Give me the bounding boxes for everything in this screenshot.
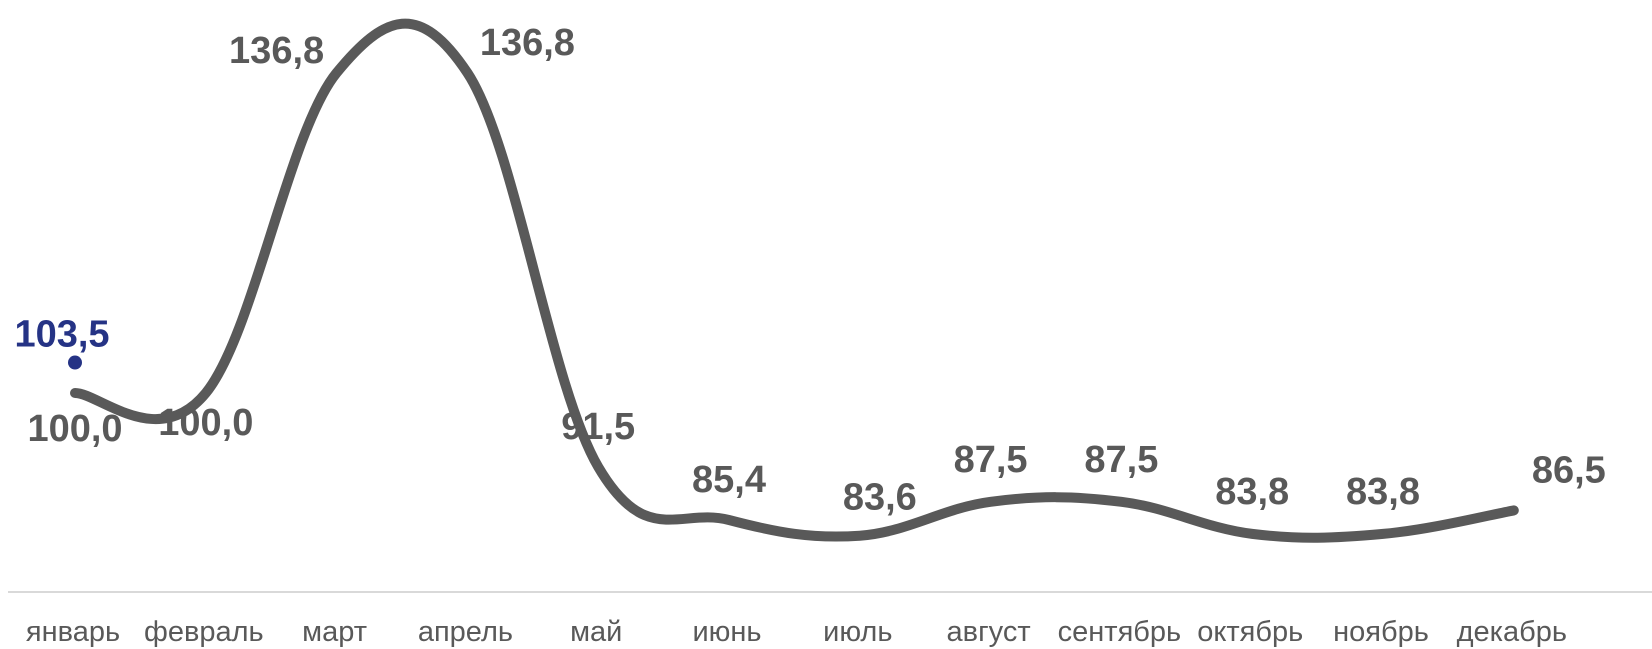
data-label: 100,0 (158, 402, 253, 444)
x-tick-label: август (947, 616, 1031, 648)
data-label: 136,8 (480, 22, 575, 64)
x-tick-label: июнь (692, 616, 761, 648)
series-line (70, 18, 1519, 543)
data-label: 136,8 (229, 30, 324, 72)
x-tick-label: сентябрь (1058, 616, 1181, 648)
data-label: 100,0 (27, 408, 122, 450)
x-tick-label: июль (823, 616, 892, 648)
data-label: 85,4 (692, 459, 766, 501)
x-tick-label: апрель (418, 616, 513, 648)
data-point-label: 103,5 (14, 314, 109, 356)
data-label: 83,8 (1215, 471, 1289, 513)
data-label: 87,5 (954, 439, 1028, 481)
x-tick-label: ноябрь (1333, 616, 1429, 648)
x-tick-label: январь (26, 616, 120, 648)
data-point-marker (68, 355, 82, 370)
data-label: 86,5 (1532, 449, 1606, 491)
x-tick-label: февраль (144, 616, 264, 648)
data-label: 83,6 (843, 477, 917, 519)
data-label: 83,8 (1346, 471, 1420, 513)
x-tick-label: май (570, 616, 622, 648)
x-tick-label: март (302, 616, 367, 648)
data-label: 91,5 (561, 406, 635, 448)
x-tick-label: декабрь (1457, 616, 1567, 648)
x-tick-label: октябрь (1197, 616, 1303, 648)
data-label: 87,5 (1084, 439, 1158, 481)
